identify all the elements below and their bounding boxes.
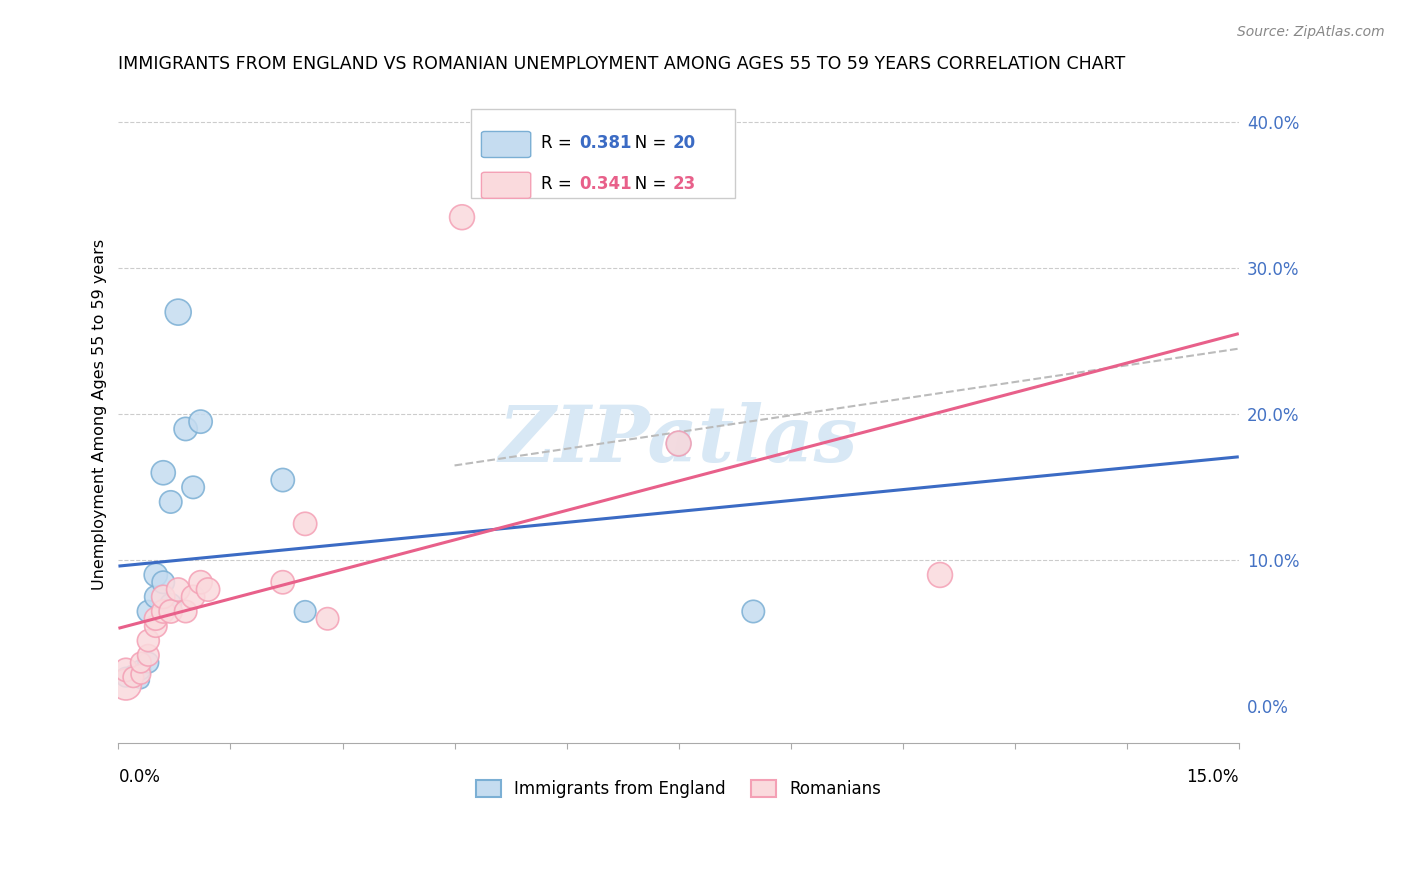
- Point: [174, 605, 197, 619]
- Point: [152, 575, 174, 590]
- Point: [129, 667, 152, 681]
- Text: R =: R =: [541, 175, 576, 193]
- Text: 0.381: 0.381: [579, 134, 631, 152]
- Point: [145, 619, 167, 633]
- Text: N =: N =: [619, 134, 672, 152]
- Text: Source: ZipAtlas.com: Source: ZipAtlas.com: [1237, 25, 1385, 39]
- Point: [181, 480, 204, 494]
- Y-axis label: Unemployment Among Ages 55 to 59 years: Unemployment Among Ages 55 to 59 years: [93, 239, 107, 590]
- Point: [115, 677, 138, 691]
- Point: [668, 436, 690, 450]
- Point: [136, 605, 159, 619]
- Point: [145, 590, 167, 604]
- Text: 15.0%: 15.0%: [1187, 768, 1239, 787]
- Point: [122, 670, 145, 684]
- Point: [129, 656, 152, 670]
- Text: ZIPatlas: ZIPatlas: [499, 402, 858, 479]
- FancyBboxPatch shape: [471, 109, 734, 197]
- Text: 0.341: 0.341: [579, 175, 631, 193]
- Point: [271, 473, 294, 487]
- Point: [145, 568, 167, 582]
- Text: 23: 23: [673, 175, 696, 193]
- Point: [742, 605, 765, 619]
- Point: [929, 568, 952, 582]
- Point: [271, 575, 294, 590]
- Point: [181, 590, 204, 604]
- Text: IMMIGRANTS FROM ENGLAND VS ROMANIAN UNEMPLOYMENT AMONG AGES 55 TO 59 YEARS CORRE: IMMIGRANTS FROM ENGLAND VS ROMANIAN UNEM…: [118, 55, 1126, 73]
- Point: [152, 590, 174, 604]
- Point: [294, 605, 316, 619]
- Point: [167, 305, 190, 319]
- Point: [159, 597, 181, 611]
- Point: [294, 516, 316, 531]
- Point: [159, 495, 181, 509]
- Text: R =: R =: [541, 134, 576, 152]
- Point: [159, 605, 181, 619]
- Text: 20: 20: [673, 134, 696, 152]
- Point: [152, 605, 174, 619]
- Point: [668, 436, 690, 450]
- Point: [115, 670, 138, 684]
- Point: [129, 663, 152, 677]
- Point: [136, 633, 159, 648]
- Text: N =: N =: [619, 175, 672, 193]
- Point: [167, 582, 190, 597]
- FancyBboxPatch shape: [481, 131, 530, 158]
- Text: 0.0%: 0.0%: [118, 768, 160, 787]
- Point: [122, 667, 145, 681]
- Point: [136, 656, 159, 670]
- Point: [145, 612, 167, 626]
- Point: [136, 648, 159, 663]
- Point: [174, 422, 197, 436]
- Legend: Immigrants from England, Romanians: Immigrants from England, Romanians: [468, 772, 890, 807]
- Point: [316, 612, 339, 626]
- Point: [152, 466, 174, 480]
- Point: [451, 211, 474, 225]
- FancyBboxPatch shape: [481, 172, 530, 198]
- Point: [190, 575, 212, 590]
- Point: [197, 582, 219, 597]
- Point: [190, 415, 212, 429]
- Point: [115, 663, 138, 677]
- Point: [129, 673, 152, 687]
